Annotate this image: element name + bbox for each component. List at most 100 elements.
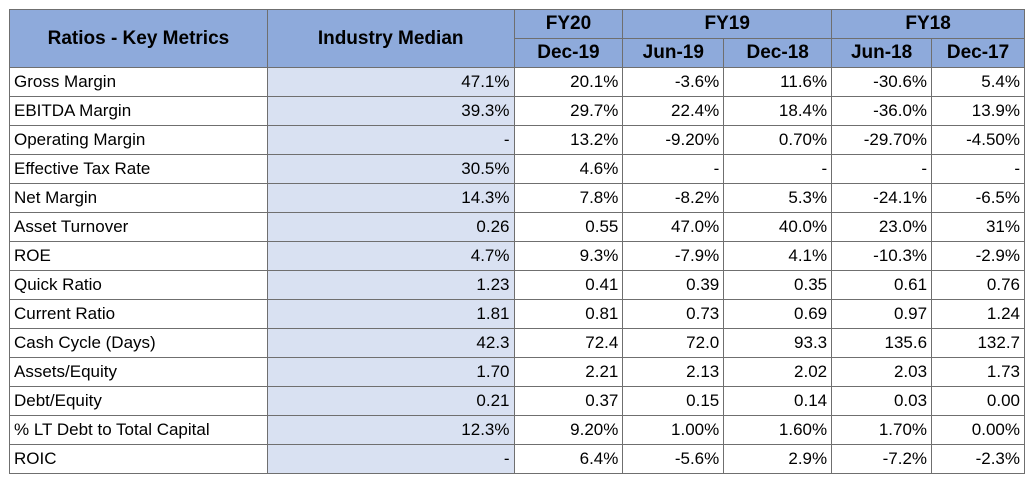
period-value: 1.70%: [831, 415, 933, 445]
period-value: 5.3%: [723, 183, 833, 213]
period-value: 13.2%: [513, 125, 624, 155]
period-value: 0.76: [931, 270, 1025, 300]
period-value: 2.21: [513, 357, 624, 387]
table-row: ROIC -6.4% -5.6% 2.9% -7.2% -2.3%: [9, 444, 1025, 474]
period-value: -: [931, 154, 1025, 184]
period-value: -: [723, 154, 833, 184]
period-value: 135.6: [831, 328, 933, 358]
table-row: Current Ratio 1.81 0.81 0.73 0.69 0.97 1.24: [9, 299, 1025, 329]
period-value: 4.6%: [513, 154, 624, 184]
period-value: 5.4%: [931, 67, 1025, 97]
metric-label: ROE: [9, 241, 268, 271]
metric-label: % LT Debt to Total Capital: [9, 415, 268, 445]
period-value: 72.0: [622, 328, 725, 358]
period-value: 4.1%: [723, 241, 833, 271]
industry-median-value: 0.26: [266, 212, 515, 242]
table-row: Quick Ratio 1.23 0.41 0.39 0.35 0.61 0.76: [9, 270, 1025, 300]
industry-median-value: 1.70: [266, 357, 515, 387]
period-value: 0.35: [723, 270, 833, 300]
period-value: -9.20%: [622, 125, 725, 155]
table-row: Cash Cycle (Days) 42.3 72.4 72.0 93.3 135.6 13…: [9, 328, 1025, 358]
metric-label: Effective Tax Rate: [9, 154, 268, 184]
period-value: 2.03: [831, 357, 933, 387]
fiscal-year-header: FY20: [513, 9, 624, 39]
period-value: 72.4: [513, 328, 624, 358]
period-value: 0.00: [931, 386, 1025, 416]
industry-median-value: 1.23: [266, 270, 515, 300]
period-value: -3.6%: [622, 67, 725, 97]
metric-label: Cash Cycle (Days): [9, 328, 268, 358]
metric-column-header: Ratios - Key Metrics: [9, 9, 268, 68]
period-value: 18.4%: [723, 96, 833, 126]
period-value: 0.61: [831, 270, 933, 300]
period-value: -: [622, 154, 725, 184]
table-header: Ratios - Key Metrics Industry Median FY2…: [9, 9, 1025, 68]
period-value: 2.9%: [723, 444, 833, 474]
period-value: 1.60%: [723, 415, 833, 445]
period-value: -29.70%: [831, 125, 933, 155]
period-value: 11.6%: [723, 67, 833, 97]
metric-label: Operating Margin: [9, 125, 268, 155]
period-value: -36.0%: [831, 96, 933, 126]
period-value: -2.9%: [931, 241, 1025, 271]
period-value: 0.37: [513, 386, 624, 416]
period-value: 7.8%: [513, 183, 624, 213]
period-value: -5.6%: [622, 444, 725, 474]
metric-label: Assets/Equity: [9, 357, 268, 387]
period-value: 47.0%: [622, 212, 725, 242]
period-value: 0.03: [831, 386, 933, 416]
period-value: 20.1%: [513, 67, 624, 97]
table-row: Asset Turnover 0.26 0.55 47.0% 40.0% 23.0% 31%: [9, 212, 1025, 242]
period-value: 0.69: [723, 299, 833, 329]
metric-label: Net Margin: [9, 183, 268, 213]
period-value: 1.00%: [622, 415, 725, 445]
period-value: 0.14: [723, 386, 833, 416]
table-row: Gross Margin 47.1% 20.1% -3.6% 11.6% -30.6% 5.…: [9, 67, 1025, 97]
industry-median-value: -: [266, 125, 515, 155]
period-value: 22.4%: [622, 96, 725, 126]
industry-median-value: -: [266, 444, 515, 474]
period-value: 0.81: [513, 299, 624, 329]
industry-median-value: 42.3: [266, 328, 515, 358]
period-value: -10.3%: [831, 241, 933, 271]
period-header: Dec-18: [723, 38, 833, 68]
period-value: 132.7: [931, 328, 1025, 358]
metric-label: Asset Turnover: [9, 212, 268, 242]
median-column-header: Industry Median: [266, 9, 515, 68]
period-value: 2.02: [723, 357, 833, 387]
table-row: Net Margin 14.3% 7.8% -8.2% 5.3% -24.1% -6.5%: [9, 183, 1025, 213]
table-row: Debt/Equity 0.21 0.37 0.15 0.14 0.03 0.00: [9, 386, 1025, 416]
period-value: 1.24: [931, 299, 1025, 329]
period-value: 0.97: [831, 299, 933, 329]
industry-median-value: 47.1%: [266, 67, 515, 97]
metric-label: EBITDA Margin: [9, 96, 268, 126]
period-value: 2.13: [622, 357, 725, 387]
period-value: 0.55: [513, 212, 624, 242]
period-value: 23.0%: [831, 212, 933, 242]
period-value: -2.3%: [931, 444, 1025, 474]
period-value: 1.73: [931, 357, 1025, 387]
metric-label: Gross Margin: [9, 67, 268, 97]
period-value: -7.2%: [831, 444, 933, 474]
industry-median-value: 14.3%: [266, 183, 515, 213]
period-header: Jun-18: [831, 38, 933, 68]
period-value: 9.20%: [513, 415, 624, 445]
period-header: Jun-19: [622, 38, 725, 68]
period-value: 93.3: [723, 328, 833, 358]
period-value: 31%: [931, 212, 1025, 242]
table-row: % LT Debt to Total Capital 12.3% 9.20% 1.00…: [9, 415, 1025, 445]
period-value: 40.0%: [723, 212, 833, 242]
metric-label: Debt/Equity: [9, 386, 268, 416]
industry-median-value: 4.7%: [266, 241, 515, 271]
fiscal-year-header: FY18: [831, 9, 1025, 39]
period-value: 0.70%: [723, 125, 833, 155]
metric-label: Current Ratio: [9, 299, 268, 329]
period-value: -24.1%: [831, 183, 933, 213]
industry-median-value: 0.21: [266, 386, 515, 416]
period-value: 0.00%: [931, 415, 1025, 445]
period-value: 13.9%: [931, 96, 1025, 126]
ratios-table: Ratios - Key Metrics Industry Median FY2…: [9, 9, 1025, 474]
period-value: -4.50%: [931, 125, 1025, 155]
industry-median-value: 1.81: [266, 299, 515, 329]
table-row: Effective Tax Rate 30.5% 4.6% - - - -: [9, 154, 1025, 184]
